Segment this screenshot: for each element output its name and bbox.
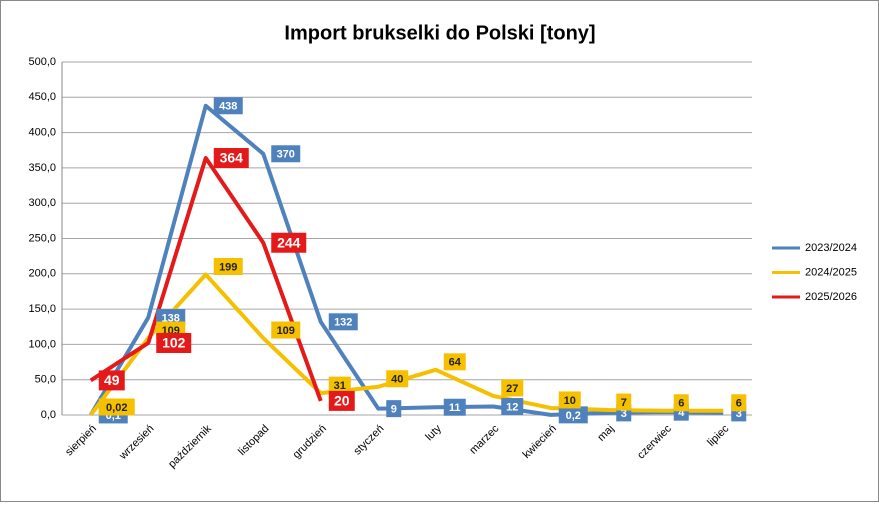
y-tick-label: 500,0 (28, 56, 56, 68)
data-label-box (213, 148, 249, 169)
data-label-box (328, 313, 358, 331)
data-label: 7 (621, 397, 627, 409)
data-label-box (328, 376, 351, 394)
data-label-box (558, 406, 588, 424)
legend-label: 2025/2026 (805, 291, 857, 303)
data-label: 9 (391, 404, 397, 416)
data-label-box (673, 394, 689, 412)
y-tick-label: 150,0 (28, 303, 56, 315)
data-label: 199 (219, 261, 237, 273)
data-label: 109 (277, 325, 295, 337)
data-label: 12 (506, 401, 518, 413)
data-label: 138 (162, 312, 180, 324)
data-label: 132 (334, 317, 352, 329)
data-label: 244 (277, 234, 301, 250)
data-label: 370 (277, 149, 295, 161)
data-label: 49 (104, 372, 120, 388)
data-label-box (731, 394, 747, 412)
data-label-box (98, 370, 125, 391)
y-tick-label: 200,0 (28, 268, 56, 280)
data-label: 10 (564, 395, 576, 407)
data-label-box (98, 398, 135, 416)
data-label: 64 (449, 357, 462, 369)
y-tick-label: 350,0 (28, 162, 56, 174)
data-label: 20 (334, 393, 350, 409)
data-label: 4 (678, 407, 685, 419)
data-label: 27 (506, 383, 518, 395)
y-tick-label: 450,0 (28, 91, 56, 103)
data-label: 102 (162, 335, 186, 351)
data-label-box (443, 398, 466, 416)
data-label-box (558, 391, 581, 409)
data-label: 364 (220, 150, 244, 166)
data-label: 438 (219, 101, 237, 113)
data-label-box (328, 390, 355, 411)
series-line (89, 156, 323, 402)
y-tick-label: 100,0 (28, 338, 56, 350)
data-label-box (386, 400, 402, 418)
y-tick-label: 250,0 (28, 232, 56, 244)
data-label: 3 (621, 408, 627, 420)
data-label: 6 (678, 398, 684, 410)
data-label: 0,2 (566, 410, 581, 422)
data-label: 6 (736, 398, 742, 410)
data-label: 31 (334, 380, 346, 392)
y-tick-label: 50,0 (35, 374, 56, 386)
data-label-box (271, 321, 301, 339)
data-label: 11 (449, 402, 461, 414)
data-label: 0,02 (106, 402, 127, 414)
y-tick-label: 400,0 (28, 127, 56, 139)
data-label-box (443, 353, 466, 371)
data-label-box (213, 258, 243, 276)
data-label-box (616, 393, 632, 411)
data-label-box (271, 145, 301, 163)
chart-title: Import brukselki do Polski [tony] (284, 22, 595, 44)
data-label: 40 (391, 374, 403, 386)
legend-label: 2024/2025 (805, 266, 857, 278)
data-label-box (156, 332, 192, 353)
legend-label: 2023/2024 (805, 242, 857, 254)
data-label-box (501, 398, 524, 416)
y-tick-label: 300,0 (28, 197, 56, 209)
data-label-box (501, 379, 524, 397)
data-label-box (386, 370, 409, 388)
data-label: 3 (736, 408, 742, 420)
data-label-box (213, 97, 243, 115)
data-label-box (271, 232, 307, 253)
y-tick-label: 0,0 (41, 409, 56, 421)
